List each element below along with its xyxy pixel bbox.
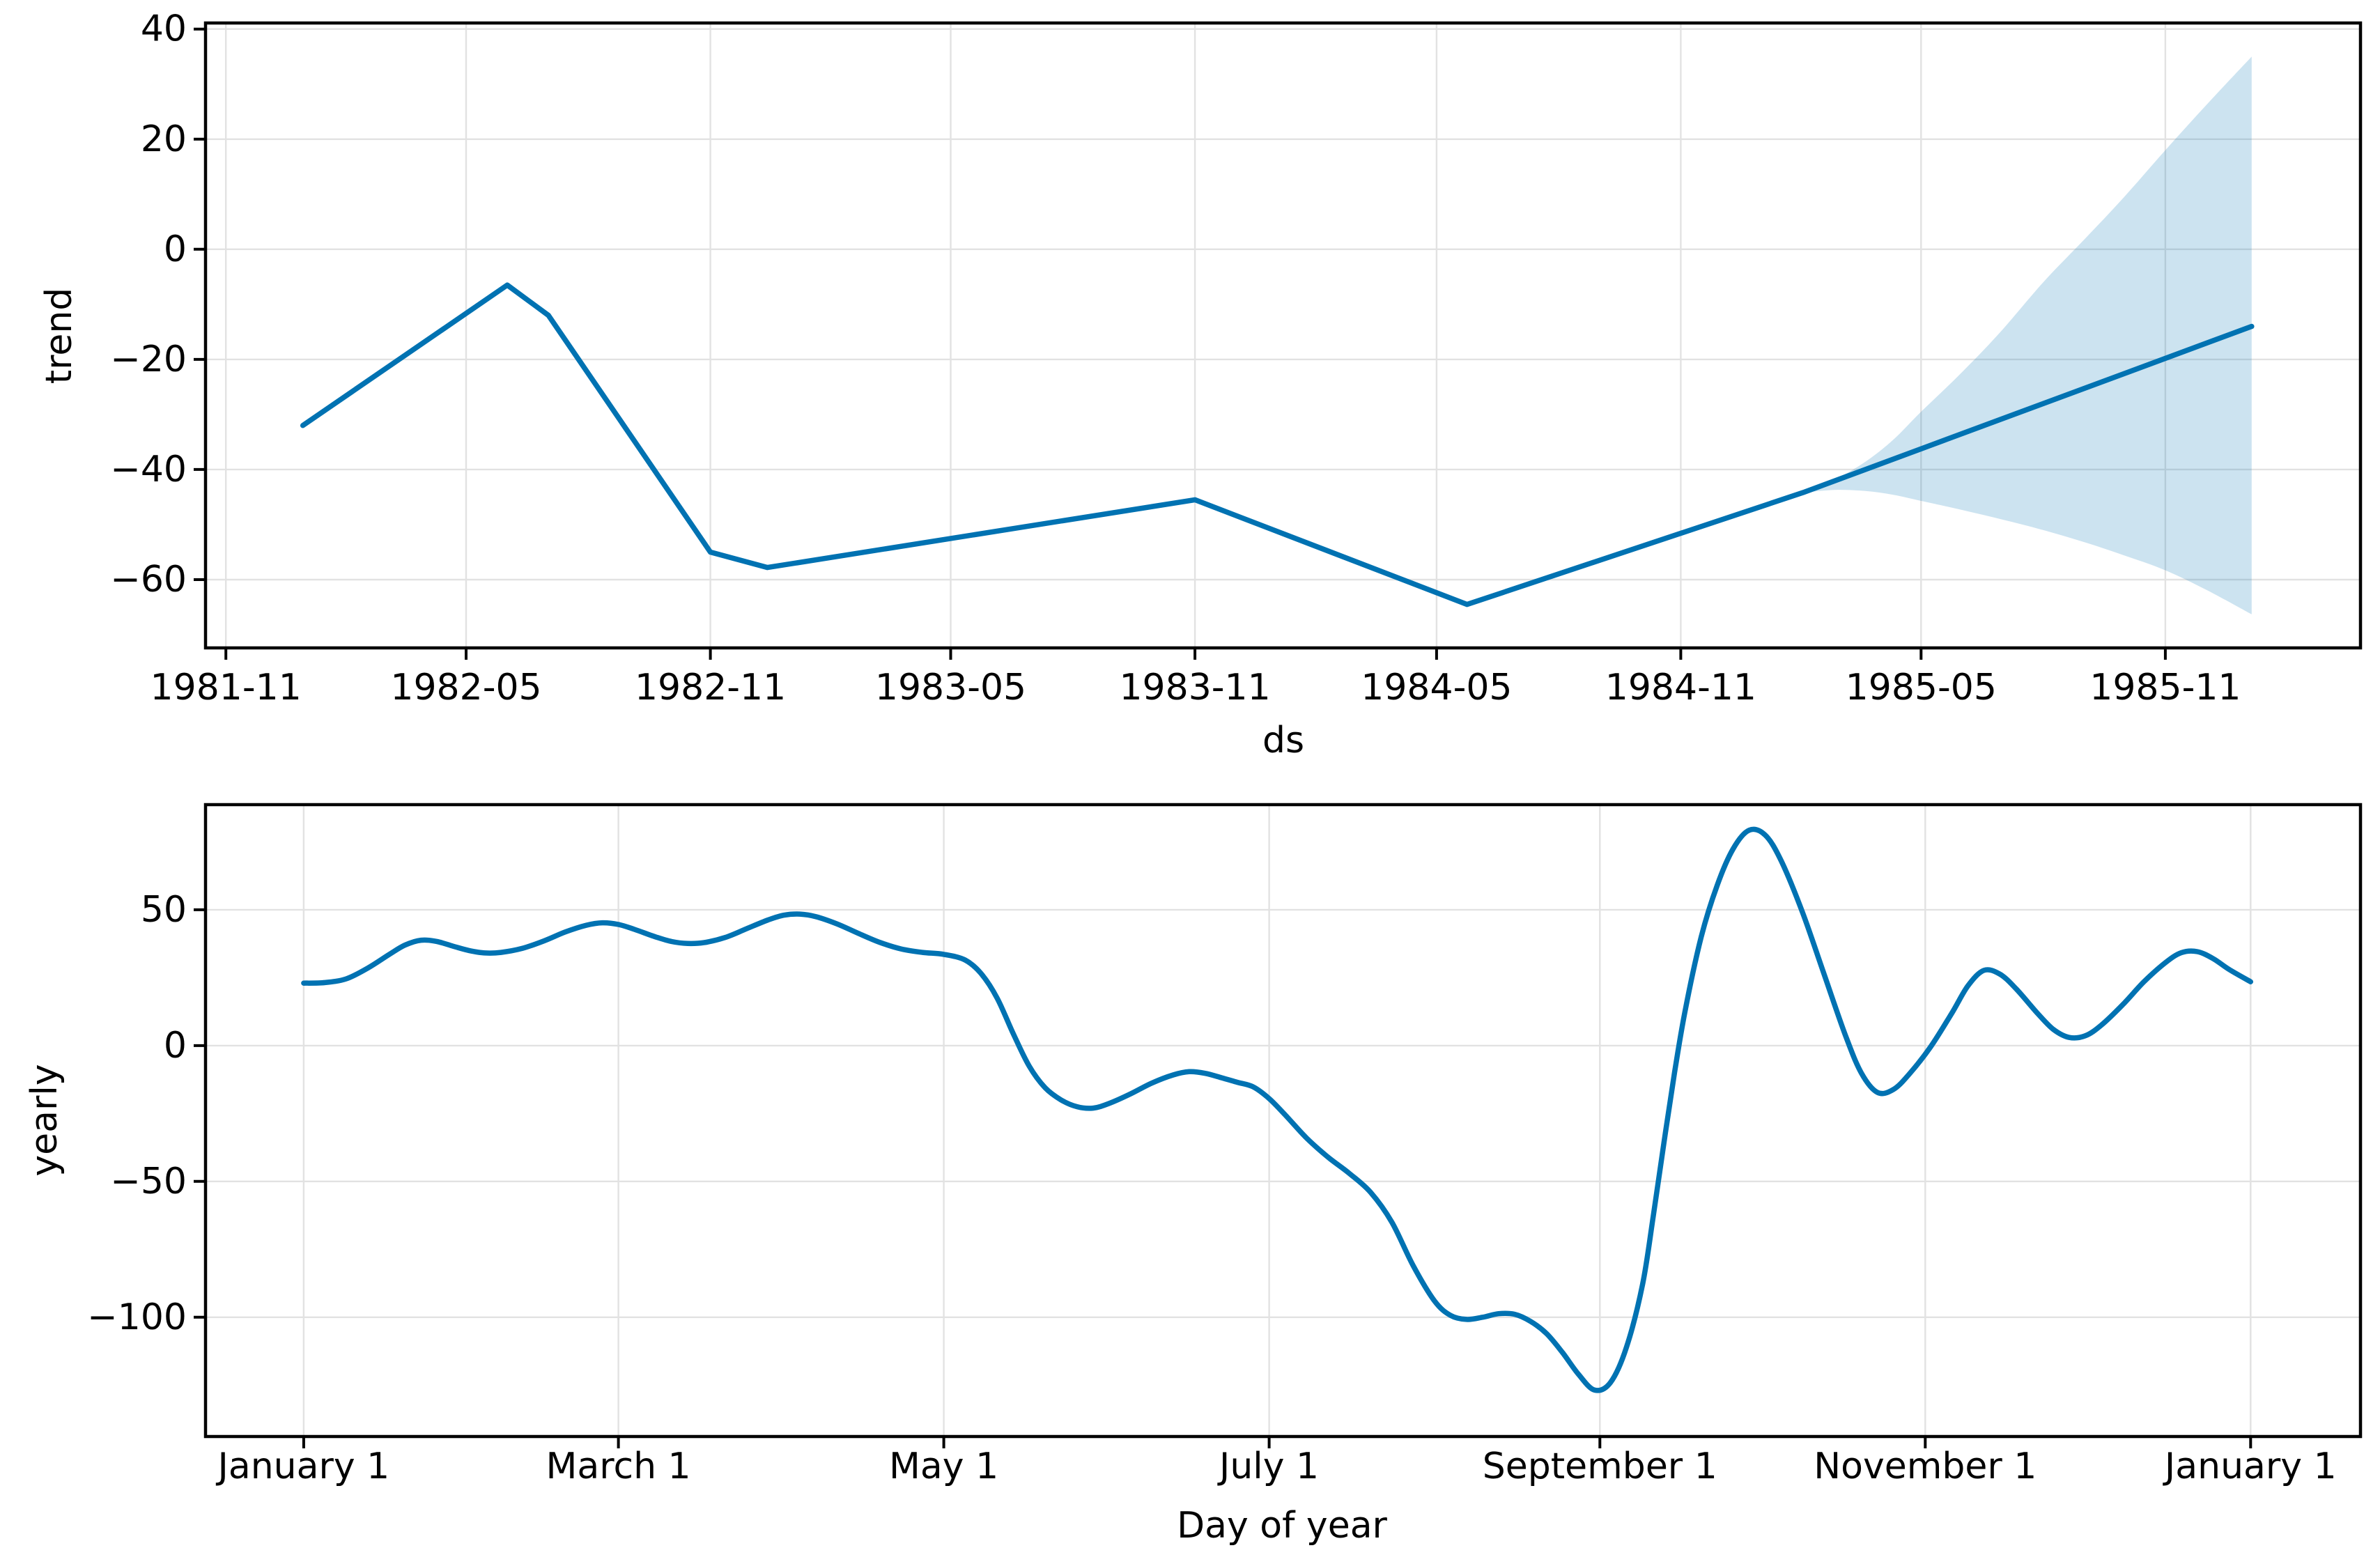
x-tick-label: May 1 — [889, 1446, 998, 1487]
yearly-x-axis-label: Day of year — [1177, 1505, 1387, 1547]
uncertainty-band — [1802, 56, 2252, 614]
axes-frame — [203, 803, 2363, 1439]
x-tick-label: March 1 — [546, 1446, 691, 1487]
x-tick-label: 1982-05 — [390, 667, 541, 709]
x-tick-label: 1984-05 — [1361, 667, 1512, 709]
y-tick-label: 0 — [164, 1025, 187, 1067]
yearly-line — [301, 826, 2254, 1393]
yearly-subplot: January 1 March 1 May 1 July 1 September 1 No… — [87, 803, 2363, 1487]
x-tick-label: 1981-11 — [150, 667, 302, 709]
trend-y-axis-label: trend — [38, 287, 80, 385]
x-tick-label: January 1 — [216, 1446, 390, 1487]
trend-line — [300, 282, 2255, 607]
y-tick-label: −20 — [110, 339, 187, 380]
y-tick-label: −50 — [110, 1161, 187, 1202]
axes-frame — [203, 21, 2363, 650]
y-tick-label: −40 — [110, 449, 187, 490]
x-tick-label: 1985-11 — [2089, 667, 2241, 709]
y-tick-label: 50 — [141, 889, 187, 931]
y-tick-label: −60 — [110, 559, 187, 601]
trend-x-axis-label: ds — [1262, 720, 1305, 761]
x-tick-label: 1983-11 — [1119, 667, 1270, 709]
x-tick-label: November 1 — [1814, 1446, 2037, 1487]
x-tick-label: 1984-11 — [1605, 667, 1756, 709]
y-tick-label: 20 — [141, 118, 187, 160]
y-tick-label: 40 — [141, 8, 187, 50]
x-tick-label: September 1 — [1483, 1446, 1717, 1487]
x-tick-label: 1982-11 — [635, 667, 786, 709]
x-tick-label: July 1 — [1217, 1446, 1319, 1487]
yearly-y-axis-label: yearly — [24, 1064, 65, 1177]
y-tick-label: 0 — [164, 229, 187, 270]
x-tick-label: 1985-05 — [1846, 667, 1997, 709]
x-tick-label: January 1 — [2163, 1446, 2337, 1487]
trend-subplot: 1981-11 1982-05 1982-11 1983-05 1983-11 1984-… — [110, 8, 2363, 709]
y-tick-label: −100 — [87, 1296, 187, 1338]
x-tick-label: 1983-05 — [875, 667, 1026, 709]
